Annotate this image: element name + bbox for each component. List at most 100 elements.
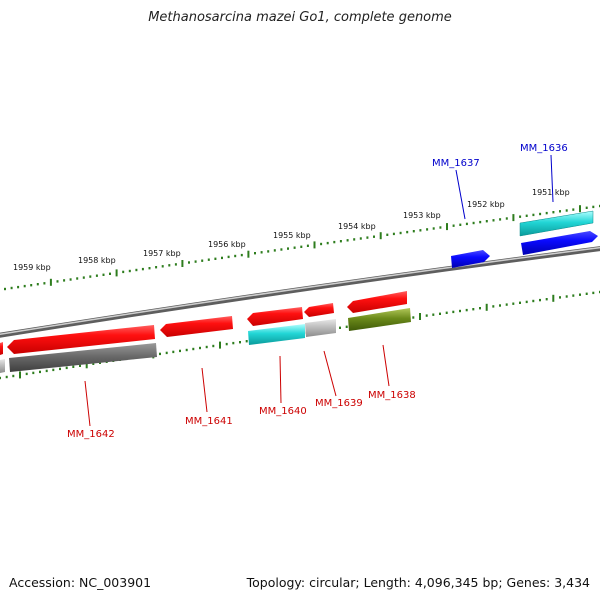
outer-minor-tick [353,238,356,241]
gene-mm-1638-ortholog[interactable] [348,308,411,331]
gene-mm-1639[interactable] [304,303,334,317]
leader-mm-1637 [455,169,466,220]
outer-minor-tick [532,213,535,217]
scale-label-1956: 1956 kbp [208,240,246,249]
scale-labels: 1951 kbp 1952 kbp 1953 kbp 1954 kbp 1955… [13,188,570,272]
outer-major-tick [512,214,515,222]
gene-mm-1640-ortholog[interactable] [248,324,305,345]
outer-minor-tick [63,279,66,282]
inner-minor-tick [492,305,495,308]
outer-minor-tick [545,211,548,215]
gene-label-mm-1637[interactable]: MM_1637 [432,158,480,169]
gene-label-mm-1636[interactable]: MM_1636 [520,143,568,154]
outer-minor-tick [320,242,323,246]
inner-minor-tick [479,307,481,310]
inner-minor-tick [52,368,55,372]
gene-mm-1636-arrow[interactable] [521,231,598,255]
scale-label-1959: 1959 kbp [13,263,51,272]
inner-minor-tick [199,346,201,350]
gene-mm-1639-ortholog[interactable] [305,319,336,337]
inner-minor-tick [565,295,568,298]
outer-minor-tick [452,224,455,227]
gene-label-mm-1640[interactable]: MM_1640 [259,406,307,417]
outer-minor-tick [366,236,369,239]
outer-minor-tick [559,210,561,213]
inner-minor-tick [579,293,581,296]
gene-mm-1637[interactable] [451,250,490,268]
inner-minor-tick [12,374,15,378]
outer-major-tick [115,269,118,277]
outer-minor-tick [392,232,395,236]
inner-minor-tick [452,310,455,314]
gene-mm-1641[interactable] [160,316,233,337]
outer-minor-tick [485,220,488,223]
outer-minor-tick [240,253,243,257]
gene-label-mm-1638[interactable]: MM_1638 [368,390,416,401]
outer-minor-tick [82,276,85,279]
outer-major-tick [379,232,382,240]
gene-mm-1636[interactable] [519,210,594,237]
outer-minor-tick [432,227,435,230]
genome-backbone-highlight [0,246,600,335]
inner-minor-tick [465,308,468,312]
inner-major-tick [219,341,221,349]
label-leader-lines [84,154,554,427]
gene-partial-left-ortholog[interactable] [0,359,5,373]
gene-label-mm-1639[interactable]: MM_1639 [315,398,363,409]
leader-mm-1642 [84,380,91,427]
inner-major-tick [419,313,421,320]
outer-major-tick [313,241,316,249]
outer-minor-tick [188,261,190,264]
outer-minor-tick [326,241,329,245]
scale-label-1958: 1958 kbp [78,256,116,265]
inner-minor-tick [65,366,68,370]
inner-minor-tick [572,294,575,297]
outer-minor-tick [386,233,389,236]
scale-label-1955: 1955 kbp [273,231,311,240]
gene-label-mm-1642[interactable]: MM_1642 [67,429,115,440]
outer-minor-tick [267,250,270,253]
scale-ticks-outer [4,204,600,291]
inner-minor-tick [179,349,181,353]
leader-mm-1636 [550,154,554,203]
inner-major-tick [19,371,21,379]
inner-minor-tick [92,362,95,365]
gene-mm-1642[interactable] [7,325,155,354]
genome-summary-text: Topology: circular; Length: 4,096,345 bp… [246,575,590,590]
outer-minor-tick [519,215,522,218]
gene-mm-1640[interactable] [247,307,303,326]
outer-minor-tick [207,258,210,261]
inner-minor-tick [532,299,535,303]
outer-minor-tick [280,248,283,251]
outer-minor-tick [572,208,575,211]
leader-mm-1639 [323,350,337,397]
outer-minor-tick [346,239,349,242]
outer-minor-tick [4,287,6,291]
gene-partial-left[interactable] [0,342,3,355]
gene-mm-1642-ortholog[interactable] [9,343,157,372]
inner-minor-tick [439,312,441,315]
scale-label-1952: 1952 kbp [467,200,505,209]
genome-backbone [0,246,600,338]
outer-minor-tick [412,230,415,233]
outer-minor-tick [479,220,482,224]
outer-minor-tick [254,252,256,255]
outer-minor-tick [399,231,402,235]
outer-minor-tick [492,219,495,222]
gene-mm-1638[interactable] [347,291,407,313]
outer-minor-tick [214,257,217,260]
inner-minor-tick [165,351,168,355]
leader-mm-1638 [382,344,390,387]
inner-minor-tick [559,296,561,299]
outer-minor-tick [141,267,144,271]
outer-minor-tick [43,282,46,285]
inner-minor-tick [585,292,588,295]
inner-minor-tick [432,313,435,316]
outer-minor-tick [17,285,20,289]
gene-label-mm-1641[interactable]: MM_1641 [185,416,233,427]
outer-minor-tick [76,277,79,280]
outer-minor-tick [135,268,138,272]
inner-minor-tick [172,350,175,354]
